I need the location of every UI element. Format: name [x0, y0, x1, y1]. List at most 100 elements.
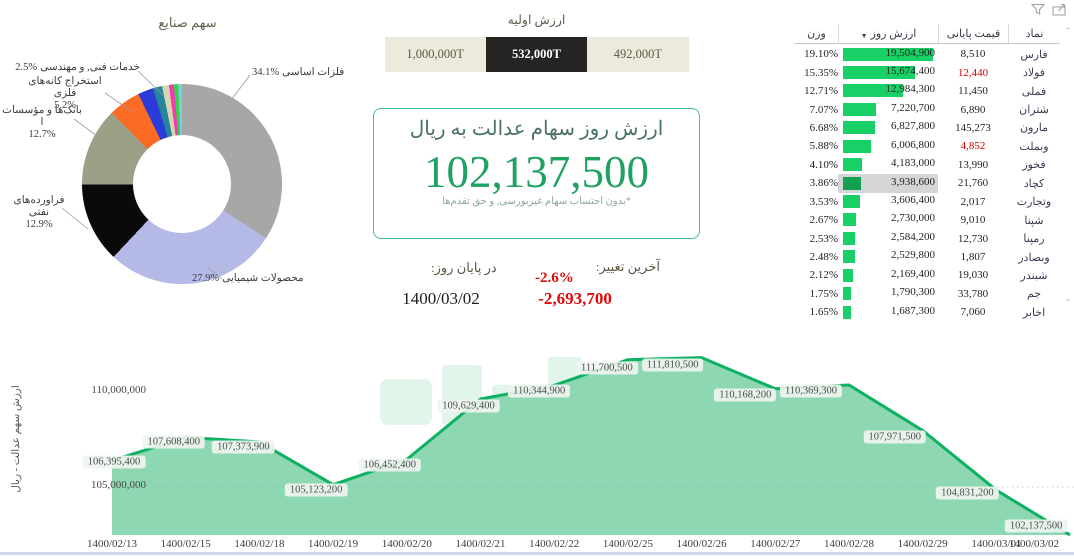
filter-icon[interactable] [1031, 3, 1045, 17]
option-button-1000000T[interactable]: 1,000,000T [385, 37, 486, 72]
close-price-cell: 11,450 [958, 85, 988, 98]
industry-donut[interactable] [82, 84, 282, 284]
close-price-cell: 13,990 [957, 158, 989, 171]
focus-mode-icon[interactable] [1052, 3, 1066, 17]
header-weight[interactable]: وزن [795, 24, 838, 43]
value-data-bar [843, 268, 853, 282]
weight-cell: 15.35% [804, 66, 838, 79]
day-value-cell: 3,938,600 [838, 174, 938, 193]
day-value-cell: 15,674,400 [838, 63, 938, 81]
symbol-cell: جم [1026, 288, 1042, 301]
header-day-value-label: ارزش روز [870, 28, 917, 40]
table-row[interactable]: 12.71% 12,984,300 11,450 فملی [795, 82, 1060, 100]
close-price-cell: 145,273 [955, 121, 991, 134]
donut-label-services: 2.5% خدمات فنی, و مهندسی [15, 62, 140, 74]
mining-name: استخراج کانه‌های فلزی [28, 76, 102, 99]
table-row[interactable]: 6.68% 6,827,800 145,273 مارون [795, 119, 1060, 137]
services-pct: 2.5% [15, 62, 38, 73]
close-price-cell: 9,010 [960, 214, 986, 227]
header-day-value[interactable]: ▼ ارزش روز [838, 24, 938, 43]
initial-value-panel: ارزش اولیه 1,000,000T 532,000T 492,000T [373, 12, 700, 72]
symbol-cell: فملی [1021, 85, 1047, 98]
data-point-label: 104,831,200 [936, 486, 999, 500]
data-point-label: 110,344,900 [508, 384, 571, 398]
table-row[interactable]: 5.88% 6,006,800 4,852 وبملت [795, 137, 1060, 155]
option-button-532000T[interactable]: 532,000T [485, 37, 588, 72]
y-axis-title: ارزش سهم عدالت - ریال [11, 385, 22, 493]
sort-descending-icon: ▼ [860, 31, 868, 40]
table-row[interactable]: 1.65% 1,687,300 7,060 اخابر [795, 303, 1060, 321]
donut-chart-title: سهم صنایع [158, 15, 217, 30]
weight-cell: 2.12% [809, 269, 838, 282]
data-point-label: 105,123,200 [284, 483, 348, 497]
scroll-down-arrow[interactable]: ⌄ [1064, 293, 1072, 303]
symbol-cell: مارون [1020, 122, 1048, 135]
x-axis-tick: 1400/02/13 [86, 538, 138, 550]
x-axis-tick: 1400/02/18 [234, 538, 285, 550]
symbol-cell: شتران [1019, 104, 1049, 117]
x-axis-tick: 1400/02/15 [160, 538, 211, 550]
x-axis-tick: 1400/03/01 [971, 538, 1022, 550]
data-point-label: 107,971,500 [863, 430, 926, 444]
weight-cell: 1.65% [809, 306, 838, 319]
table-row[interactable]: 1.75% 1,790,300 33,780 جم [795, 285, 1060, 303]
data-point-label: 102,137,500 [1004, 519, 1068, 533]
table-row[interactable]: 4.10% 4,183,000 13,990 فخوز [795, 156, 1060, 174]
header-close-price[interactable]: قیمت پایانی [938, 24, 1008, 43]
change-summary: آخرین تغییر: -2.6% در پایان روز: -2,693,… [373, 255, 700, 317]
data-point-label: 109,629,400 [437, 399, 500, 413]
table-row[interactable]: 2.48% 2,529,800 1,807 وبصادر [795, 248, 1060, 266]
symbol-cell: فارس [1020, 48, 1048, 61]
close-price-cell: 4,852 [960, 140, 986, 153]
weight-cell: 2.48% [809, 251, 838, 264]
metals-pct: 34.1% [252, 67, 280, 78]
close-price-cell: 1,807 [960, 251, 986, 264]
value-data-bar [843, 65, 916, 79]
x-axis-tick: 1400/02/20 [381, 538, 432, 550]
donut-hole [133, 135, 231, 233]
data-point-label: 110,369,300 [779, 384, 843, 398]
close-price-cell: 12,440 [957, 66, 989, 79]
weight-cell: 1.75% [809, 287, 838, 300]
table-row[interactable]: 7.07% 7,220,700 6,890 شتران [795, 100, 1060, 118]
close-price-cell: 6,890 [960, 103, 986, 116]
value-data-bar [843, 139, 871, 153]
scroll-up-arrow[interactable]: ⌃ [1064, 26, 1072, 36]
table-row[interactable]: 2.12% 2,169,400 19,030 شبندر [795, 266, 1060, 284]
value-data-bar [843, 305, 851, 319]
symbol-cell: وتجارت [1016, 196, 1052, 209]
table-row[interactable]: 2.67% 2,730,000 9,010 شپنا [795, 211, 1060, 229]
x-axis-tick: 1400/02/19 [308, 538, 359, 550]
day-value-cell: 3,606,400 [838, 193, 938, 211]
donut-label-chemicals: 27.9% محصولات شیمیایی [192, 273, 304, 285]
header-symbol[interactable]: نماد [1008, 24, 1060, 43]
services-name: خدمات فنی, و مهندسی [40, 62, 140, 73]
table-row[interactable]: 19.10% 19,504,900 8,510 فارس [795, 45, 1060, 63]
x-axis-tick: 1400/03/02 [1008, 538, 1060, 550]
symbol-cell: رمپنا [1023, 233, 1045, 246]
symbol-cell: فخوز [1022, 159, 1046, 172]
value-data-bar [843, 195, 860, 208]
table-row[interactable]: 3.86% 3,938,600 21,760 کچاد [795, 174, 1060, 193]
banks-pct: 12.7% [28, 129, 56, 140]
donut-label-banks: بانک‌ها و مؤسسات ا 12.7% [2, 105, 82, 141]
area-fill [112, 357, 1071, 535]
x-axis-tick: 1400/02/22 [529, 538, 580, 550]
donut-label-oil: فراورده‌های نفتی 12.9% [5, 195, 73, 231]
table-row[interactable]: 15.35% 15,674,400 12,440 فولاد [795, 63, 1060, 81]
holdings-table-panel: وزن ▼ ارزش روز قیمت پایانی نماد 19.10% 19… [795, 0, 1074, 325]
value-data-bar [843, 121, 875, 135]
table-row[interactable]: 2.53% 2,584,200 12,730 رمپنا [795, 229, 1060, 247]
day-value-cell: 2,169,400 [838, 266, 938, 284]
donut-leader-lines [61, 70, 251, 280]
oil-pct: 12.9% [25, 219, 53, 230]
value-data-bar [843, 158, 863, 172]
weight-cell: 6.68% [809, 121, 838, 134]
day-value-cell: 6,006,800 [838, 137, 938, 155]
day-end-date: 1400/03/02 [402, 289, 480, 308]
table-row[interactable]: 3.53% 3,606,400 2,017 وتجارت [795, 193, 1060, 211]
donut-label-metals: 34.1% فلزات اساسی [252, 67, 344, 79]
option-button-492000T[interactable]: 492,000T [587, 37, 688, 72]
x-axis-tick: 1400/02/21 [455, 538, 506, 550]
